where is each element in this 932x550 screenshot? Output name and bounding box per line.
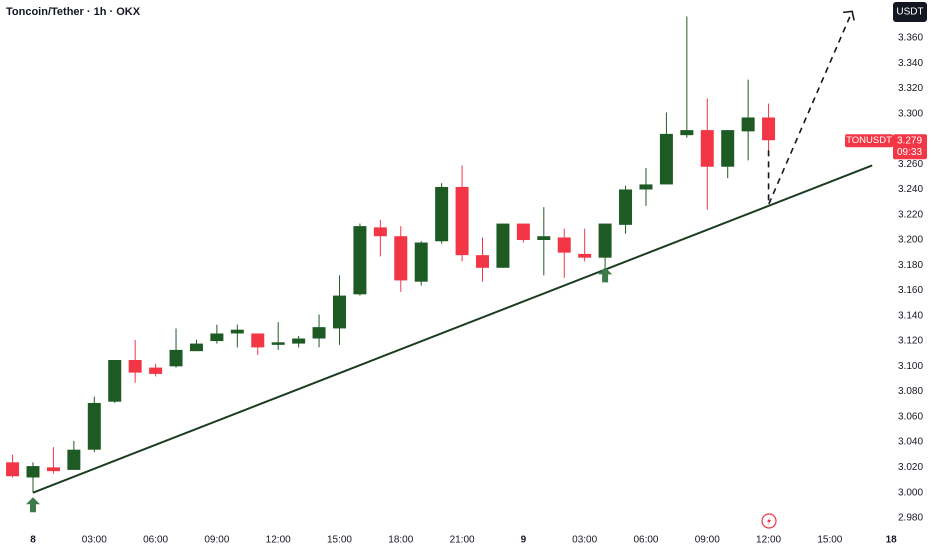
candle-body (496, 223, 510, 268)
currency-badge (893, 2, 927, 22)
y-tick-label: 3.220 (898, 209, 923, 220)
candle-body (741, 117, 755, 132)
chart-title: Toncoin/Tether · 1h · OKX (6, 6, 141, 18)
candle-body (149, 367, 163, 374)
y-tick-label: 3.360 (898, 33, 923, 44)
candle-body (169, 349, 183, 367)
y-tick-label: 3.040 (898, 437, 923, 448)
x-tick-label: 15:00 (327, 535, 352, 546)
x-tick-label: 09:00 (204, 535, 229, 546)
x-tick-label: 09:00 (695, 535, 720, 546)
candle-body (26, 466, 40, 478)
candle-body (108, 360, 122, 402)
candle-body (46, 467, 60, 472)
candle-body (251, 333, 265, 348)
candle-body (435, 186, 449, 242)
x-tick-label: 06:00 (143, 535, 168, 546)
y-tick-label: 3.320 (898, 83, 923, 94)
x-tick-label: 8 (30, 535, 36, 546)
currency-label: USDT (896, 7, 923, 18)
candle-body (87, 402, 101, 450)
candle-body (67, 449, 81, 470)
symbol-badge (845, 134, 893, 148)
x-tick-label: 21:00 (450, 535, 475, 546)
x-tick-label: 12:00 (266, 535, 291, 546)
candle-body (373, 227, 387, 237)
candle-body (230, 329, 244, 334)
y-tick-label: 2.980 (898, 513, 923, 524)
candle-body (292, 338, 306, 344)
y-tick-label: 3.240 (898, 184, 923, 195)
x-tick-label: 03:00 (82, 535, 107, 546)
candle-body (332, 295, 346, 329)
x-tick-label: 15:00 (817, 535, 842, 546)
x-tick-label: 03:00 (572, 535, 597, 546)
candle-body (210, 333, 224, 342)
candle-body (619, 189, 633, 225)
y-tick-label: 3.120 (898, 336, 923, 347)
x-tick-label: 06:00 (633, 535, 658, 546)
countdown-label: 09:33 (897, 147, 922, 158)
candle-body (537, 236, 551, 240)
trendline (32, 164, 873, 494)
x-tick-label: 9 (521, 535, 527, 546)
y-tick-label: 3.020 (898, 462, 923, 473)
candle-body (353, 226, 367, 295)
y-tick-label: 3.100 (898, 361, 923, 372)
candle-body (557, 237, 571, 253)
price-badge (893, 134, 927, 160)
y-tick-label: 3.200 (898, 235, 923, 246)
candle-body (455, 186, 469, 256)
y-tick-label: 3.160 (898, 285, 923, 296)
candle-body (476, 255, 490, 268)
y-tick-label: 3.060 (898, 411, 923, 422)
y-tick-label: 3.140 (898, 310, 923, 321)
symbol-label: TONUSDT (846, 135, 892, 146)
candle-body (394, 236, 408, 281)
up-arrow (25, 497, 40, 513)
candle-body (700, 130, 714, 167)
candle-body (128, 360, 142, 373)
candle-body (6, 462, 20, 477)
candle-body (189, 343, 203, 352)
candle-body (721, 130, 735, 167)
x-tick-label: 18 (886, 535, 898, 546)
candle-body (598, 223, 612, 258)
candle-body (639, 184, 653, 190)
flash-icon (761, 513, 777, 529)
candle-body (271, 342, 285, 345)
y-tick-label: 3.080 (898, 386, 923, 397)
projection-arrowhead (843, 10, 855, 21)
candle-body (516, 223, 530, 240)
candle-body (312, 327, 326, 339)
candle-body (659, 133, 673, 185)
y-tick-label: 3.000 (898, 487, 923, 498)
candle-body (414, 242, 428, 282)
candle-body (680, 130, 694, 136)
y-tick-label: 3.340 (898, 58, 923, 69)
candle-body (578, 253, 592, 258)
candle-body (762, 117, 776, 141)
y-tick-label: 3.180 (898, 260, 923, 271)
y-tick-label: 3.260 (898, 159, 923, 170)
y-tick-label: 3.300 (898, 108, 923, 119)
last-price-label: 3.279 (897, 135, 922, 146)
x-tick-label: 18:00 (388, 535, 413, 546)
up-arrow (598, 267, 613, 283)
x-tick-label: 12:00 (756, 535, 781, 546)
